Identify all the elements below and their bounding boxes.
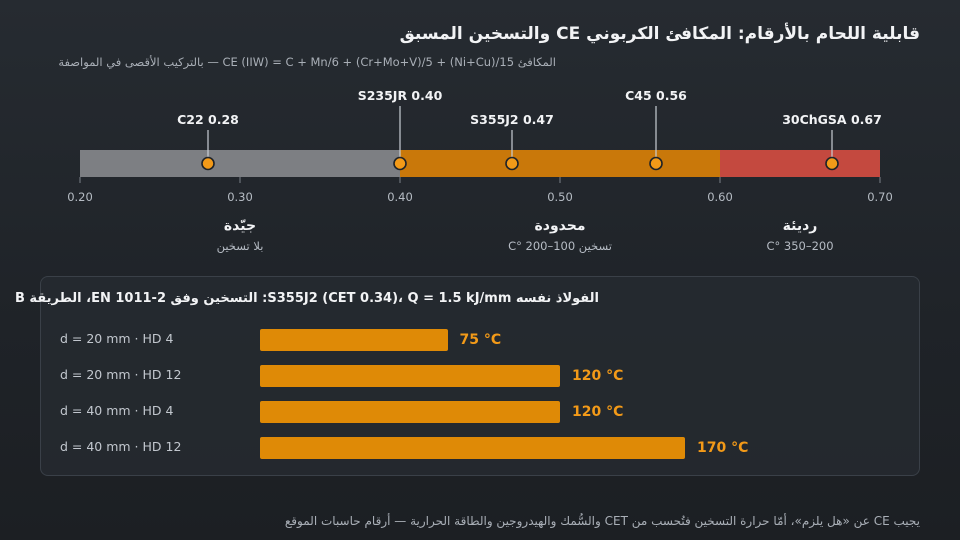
point-label-0: C22 0.28 — [177, 112, 239, 127]
tick-label-0: 0.20 — [67, 190, 93, 204]
bar-category-label-2: d = 40 mm · HD 4 — [60, 403, 174, 418]
point-label-3: C45 0.56 — [625, 88, 687, 103]
bar-row-0: d = 20 mm · HD 4 75 °C — [41, 327, 919, 351]
point-marker-1 — [393, 156, 407, 171]
point-marker-0 — [201, 156, 215, 171]
point-label-2: S355J2 0.47 — [470, 112, 554, 127]
bar-3 — [260, 437, 685, 459]
zone-label-0: جيّدة — [224, 218, 256, 234]
chart-title: قابلية اللحام بالأرقام: المكافئ الكربوني… — [399, 24, 920, 44]
bar-1 — [260, 365, 560, 387]
bar-category-label-3: d = 40 mm · HD 12 — [60, 439, 182, 454]
footer-note: يجيب CE عن «هل يلزم»، أمّا حرارة التسخين… — [284, 514, 920, 528]
zone-bar-0 — [80, 150, 400, 177]
bar-row-3: d = 40 mm · HD 12 170 °C — [41, 435, 919, 459]
zone-label-1: محدودة — [535, 218, 586, 234]
zone-label-2: رديئة — [783, 218, 818, 234]
bar-category-label-0: d = 20 mm · HD 4 — [60, 331, 174, 346]
bar-value-label-3: 170 °C — [697, 440, 749, 456]
zone-sublabel-0: بلا تسخين — [217, 239, 264, 254]
zone-bar-1 — [400, 150, 720, 177]
bar-category-label-1: d = 20 mm · HD 12 — [60, 367, 182, 382]
tick-label-1: 0.30 — [227, 190, 253, 204]
point-label-1: S235JR 0.40 — [358, 88, 443, 103]
bar-value-label-0: 75 °C — [459, 332, 502, 348]
bar-value-label-2: 120 °C — [572, 404, 624, 420]
bar-row-1: d = 20 mm · HD 12 120 °C — [41, 363, 919, 387]
preheat-panel-title: الفولاذ نفسه S355J2 (CET 0.34)، Q = 1.5 … — [14, 291, 599, 306]
zone-bar-2 — [720, 150, 880, 177]
bar-row-2: d = 40 mm · HD 4 120 °C — [41, 399, 919, 423]
tick-label-3: 0.50 — [547, 190, 573, 204]
bar-0 — [260, 329, 448, 351]
bar-value-label-1: 120 °C — [572, 368, 624, 384]
point-marker-2 — [505, 156, 519, 171]
preheat-panel: الفولاذ نفسه S355J2 (CET 0.34)، Q = 1.5 … — [14, 276, 920, 476]
ce-scale-chart: جيّدة بلا تسخين محدودة تسخين 100–200 °C رديئ… — [67, 88, 893, 254]
point-marker-3 — [649, 156, 663, 171]
zone-sublabel-1: تسخين 100–200 °C — [508, 239, 612, 254]
ce-formula-subtitle: المكافئ CE (IIW) = C + Mn/6 + (Cr+Mo+V)/… — [58, 55, 556, 69]
zone-sublabel-2: 200–350 °C — [766, 239, 833, 253]
tick-label-4: 0.60 — [707, 190, 733, 204]
point-label-4: 30ChGSA 0.67 — [782, 112, 882, 127]
bar-2 — [260, 401, 560, 423]
tick-label-2: 0.40 — [387, 190, 413, 204]
point-marker-4 — [825, 156, 839, 171]
tick-label-5: 0.70 — [867, 190, 893, 204]
